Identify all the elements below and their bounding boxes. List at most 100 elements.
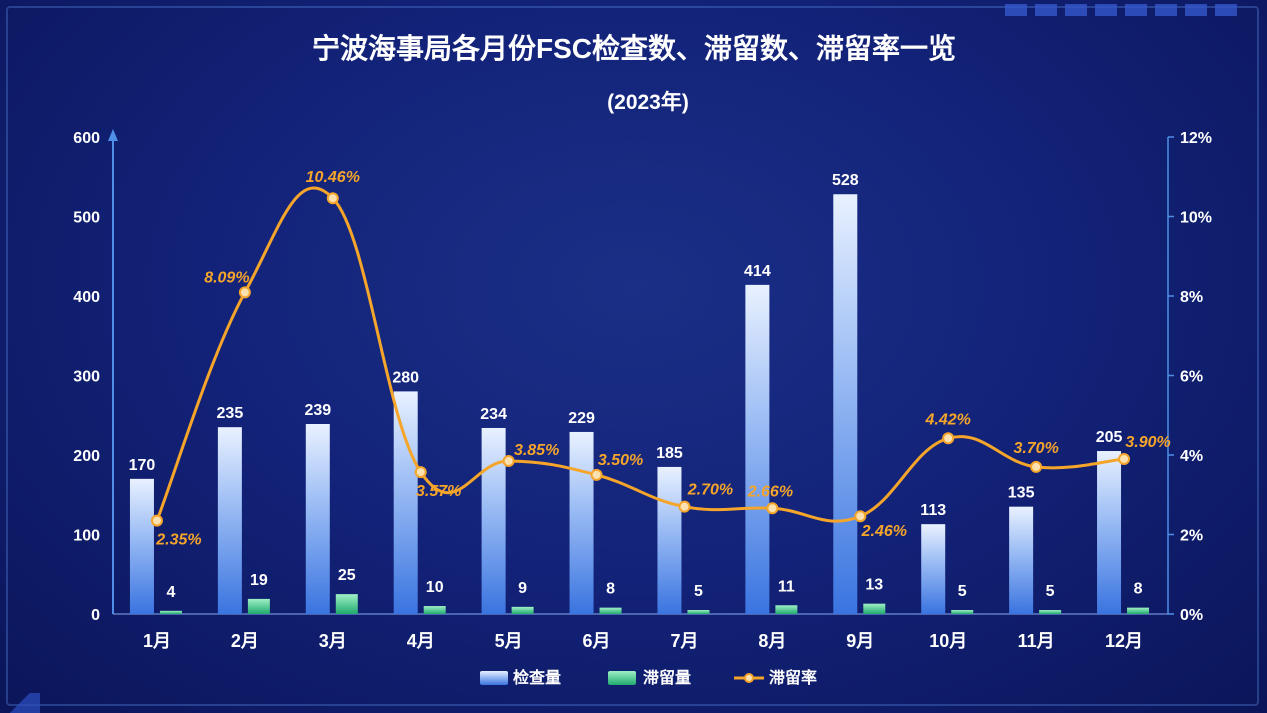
bar-detention xyxy=(599,607,622,614)
bar-detention xyxy=(423,606,446,614)
bar-inspection-label: 239 xyxy=(304,402,331,419)
line-detention-rate xyxy=(155,186,1125,523)
bar-inspection-label: 280 xyxy=(392,369,419,386)
corner-decoration-left xyxy=(0,693,40,713)
y-left-tick-label: 200 xyxy=(73,448,100,465)
line-point xyxy=(590,468,603,481)
x-tick-label: 1月 xyxy=(143,631,171,651)
bar-inspection xyxy=(1009,506,1034,614)
y-right-tick-label: 4% xyxy=(1180,448,1203,465)
line-point xyxy=(238,286,251,299)
bar-detention-label: 8 xyxy=(1134,581,1143,598)
bar-inspection xyxy=(921,524,946,614)
bar-inspection xyxy=(129,478,154,614)
line-point-label: 2.46% xyxy=(861,523,907,540)
bar-inspection xyxy=(393,391,418,614)
bar-detention-label: 13 xyxy=(865,577,883,594)
legend-label-rate: 滞留率 xyxy=(769,668,817,687)
bar-detention-label: 10 xyxy=(426,579,444,596)
bar-inspection xyxy=(569,431,594,614)
x-tick-label: 12月 xyxy=(1105,631,1143,651)
bar-detention-label: 4 xyxy=(167,584,176,601)
legend-label-inspection: 检查量 xyxy=(513,668,561,687)
x-tick-label: 7月 xyxy=(670,631,698,651)
y-left-tick-label: 100 xyxy=(73,528,100,545)
legend-label-detention: 滞留量 xyxy=(643,668,691,687)
line-point xyxy=(942,432,955,445)
x-tick-label: 8月 xyxy=(758,631,786,651)
y-left-tick-label: 0 xyxy=(91,607,100,624)
line-point xyxy=(678,500,691,513)
x-tick-label: 5月 xyxy=(495,631,523,651)
bar-inspection xyxy=(305,423,330,614)
line-point-label: 3.90% xyxy=(1125,434,1170,451)
bar-inspection-label: 528 xyxy=(832,172,859,189)
x-tick-label: 6月 xyxy=(583,631,611,651)
line-point-label: 2.35% xyxy=(155,532,201,549)
bar-detention-label: 11 xyxy=(778,578,795,595)
bar-inspection-label: 113 xyxy=(920,502,946,519)
y-right-tick-label: 2% xyxy=(1180,528,1203,545)
bar-detention-label: 9 xyxy=(518,580,527,597)
line-point xyxy=(1118,452,1131,465)
y-right-tick-label: 0% xyxy=(1180,607,1203,624)
x-tick-label: 2月 xyxy=(231,631,259,651)
line-point xyxy=(326,192,339,205)
line-point-label: 2.66% xyxy=(747,483,793,500)
legend-swatch-rate-point xyxy=(744,673,754,683)
x-tick-label: 3月 xyxy=(319,631,347,651)
bar-detention xyxy=(775,605,798,614)
bar-detention-label: 19 xyxy=(250,572,268,589)
line-point-label: 3.57% xyxy=(416,483,461,500)
y-left-tick-label: 600 xyxy=(73,130,100,147)
line-point-label: 8.09% xyxy=(204,269,249,286)
bar-detention-label: 8 xyxy=(606,581,615,598)
bar-inspection xyxy=(1097,451,1122,614)
bar-inspection xyxy=(833,194,858,615)
corner-decoration xyxy=(1005,4,1237,16)
bar-detention-label: 5 xyxy=(1046,583,1055,600)
line-point-label: 10.46% xyxy=(306,169,360,186)
bar-detention xyxy=(1127,607,1150,614)
bar-detention xyxy=(1039,610,1062,614)
line-point-label: 3.85% xyxy=(514,442,559,459)
chart-title: 宁波海事局各月份FSC检查数、滞留数、滞留率一览 xyxy=(312,32,956,64)
line-point-label: 3.70% xyxy=(1013,440,1058,457)
bar-detention-label: 5 xyxy=(694,583,703,600)
y-left-tick-label: 400 xyxy=(73,289,100,306)
y-left-tick-label: 300 xyxy=(73,369,100,386)
line-point-label: 2.70% xyxy=(687,482,733,499)
line-point-label: 3.50% xyxy=(598,452,643,469)
bar-inspection xyxy=(217,427,242,614)
bar-inspection-label: 234 xyxy=(480,406,507,423)
left-axis-arrow xyxy=(108,129,118,141)
chart-subtitle: (2023年) xyxy=(607,90,689,114)
x-tick-label: 10月 xyxy=(929,631,967,651)
y-right-tick-label: 6% xyxy=(1180,369,1203,386)
line-point xyxy=(854,510,867,523)
bar-detention xyxy=(687,610,710,614)
bar-inspection-label: 235 xyxy=(217,405,244,422)
line-point-label: 4.42% xyxy=(925,411,971,428)
bar-detention xyxy=(511,606,534,614)
bar-inspection xyxy=(481,427,506,614)
legend-swatch-detention xyxy=(608,671,636,685)
bar-inspection xyxy=(657,466,682,614)
bar-detention xyxy=(159,610,182,614)
line-point xyxy=(766,502,779,515)
bar-detention xyxy=(951,610,974,614)
bar-detention xyxy=(863,603,886,614)
x-tick-label: 9月 xyxy=(846,631,874,651)
bar-inspection-label: 170 xyxy=(129,457,156,474)
line-point xyxy=(150,514,163,527)
bar-inspection-label: 229 xyxy=(568,410,595,427)
line-point xyxy=(1030,460,1043,473)
bar-inspection-label: 414 xyxy=(744,263,771,280)
bar-detention-label: 5 xyxy=(958,583,967,600)
bar-inspection-label: 205 xyxy=(1096,429,1123,446)
y-right-tick-label: 12% xyxy=(1180,130,1212,147)
y-left-tick-label: 500 xyxy=(73,210,100,227)
bar-detention xyxy=(247,598,270,614)
x-tick-label: 4月 xyxy=(407,631,435,651)
